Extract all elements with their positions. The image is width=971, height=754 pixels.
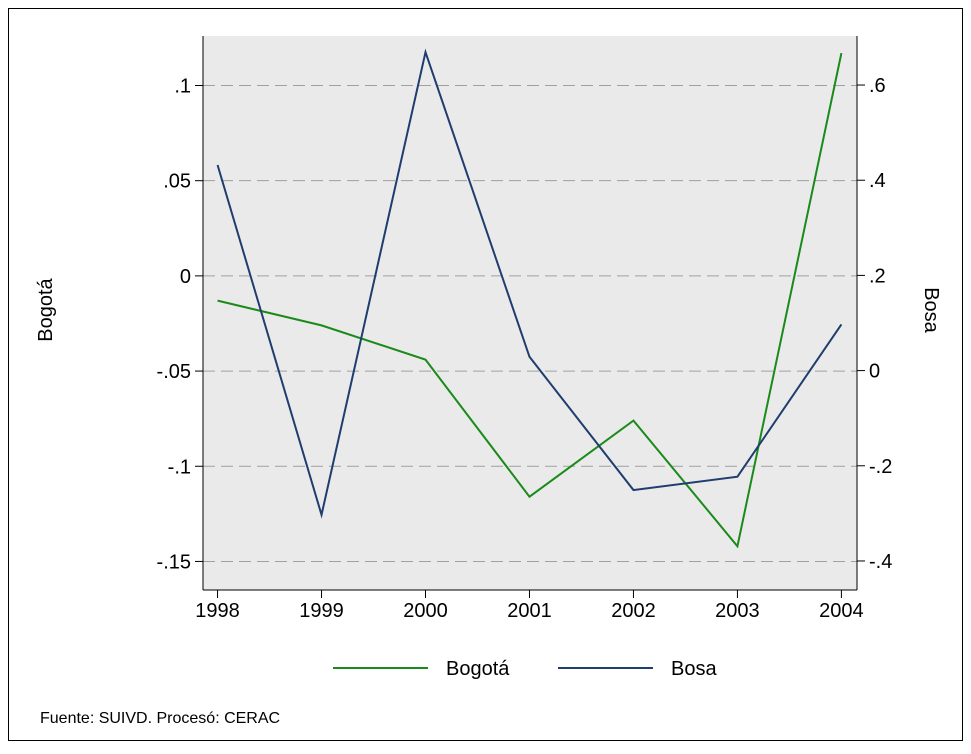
y2-tick-label: -.4 xyxy=(869,551,892,573)
y2-tick-label: .2 xyxy=(869,265,886,287)
x-tick-label: 1999 xyxy=(299,600,344,622)
y2-axis-label: Bosa xyxy=(920,287,942,333)
x-tick-label: 2003 xyxy=(715,600,760,622)
x-tick-label: 2004 xyxy=(819,600,864,622)
y2-tick-label: .4 xyxy=(869,170,886,192)
y-axis-label: Bogotá xyxy=(35,277,57,341)
series-line xyxy=(216,48,843,519)
legend-label: Bosa xyxy=(671,658,717,680)
x-tick-label: 2001 xyxy=(507,600,552,622)
y-tick-label: -.1 xyxy=(168,456,191,478)
plot-area xyxy=(203,36,857,590)
x-tick-label: 2002 xyxy=(611,600,656,622)
y-tick-label: 0 xyxy=(180,266,191,288)
note: Fuente: SUIVD. Procesó: CERAC xyxy=(40,710,280,727)
legend-label: Bogotá xyxy=(446,658,510,680)
series-line xyxy=(217,52,843,549)
y-tick-label: -.15 xyxy=(157,551,191,573)
y2-tick-label: -.2 xyxy=(869,456,892,478)
y2-tick-label: .6 xyxy=(869,75,886,97)
x-tick-label: 1998 xyxy=(195,600,240,622)
y-tick-label: .1 xyxy=(174,75,191,97)
y2-tick-label: 0 xyxy=(869,361,880,383)
y-tick-label: -.05 xyxy=(157,361,191,383)
y-tick-label: .05 xyxy=(163,171,191,193)
x-tick-label: 2000 xyxy=(403,600,448,622)
